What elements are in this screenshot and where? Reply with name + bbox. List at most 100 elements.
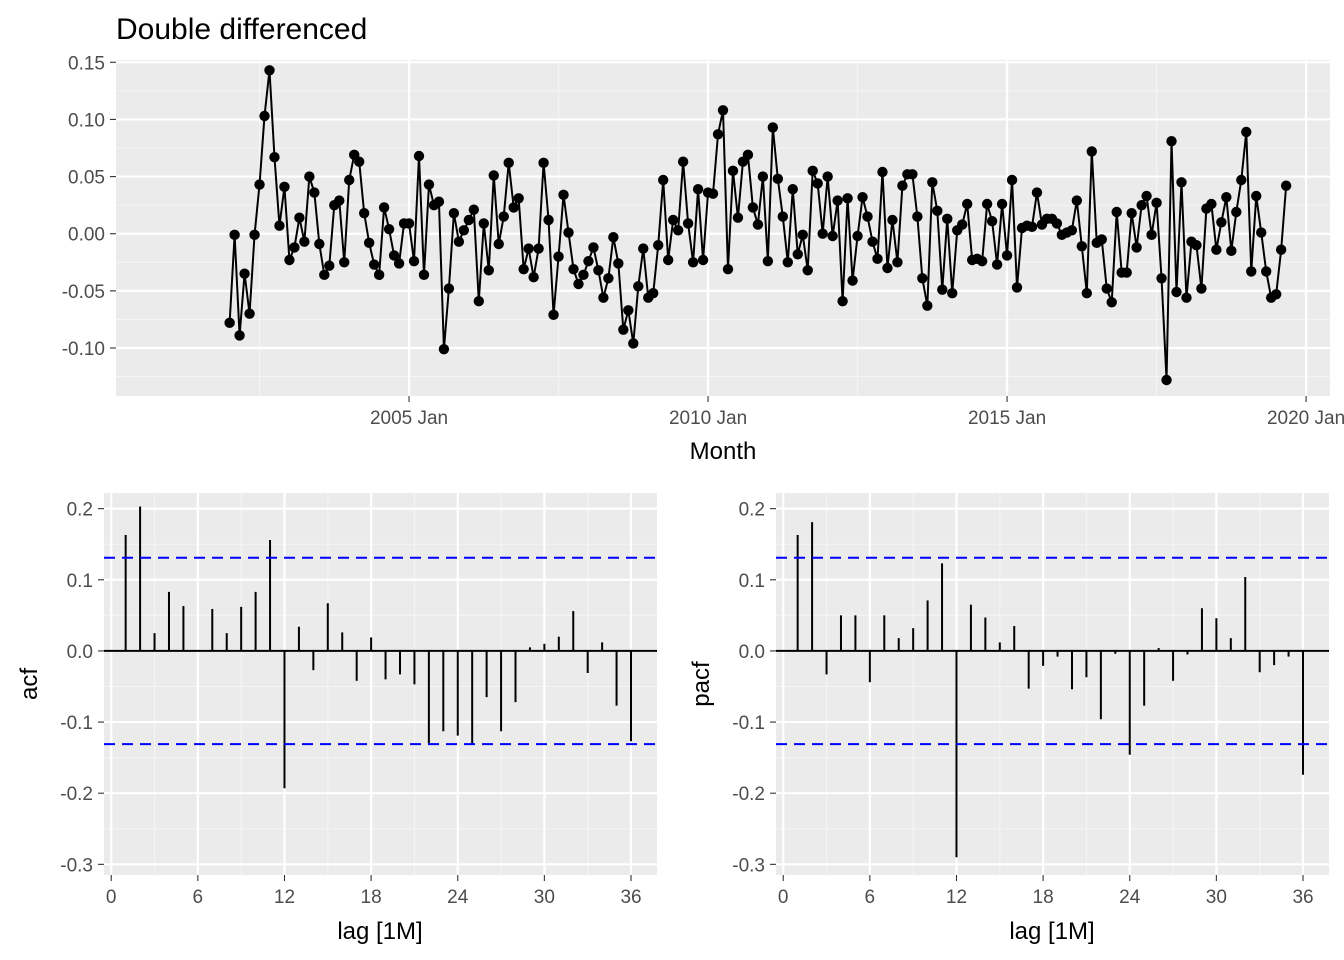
- data-point: [284, 254, 295, 266]
- y-tick-label: 0.1: [67, 571, 93, 592]
- data-point: [837, 295, 848, 307]
- data-point: [897, 180, 908, 191]
- data-point: [458, 225, 470, 236]
- pacf-confidence-bounds: [776, 556, 1329, 746]
- y-tick-label: 0.0: [739, 642, 765, 663]
- data-point: [1171, 286, 1182, 298]
- data-point: [827, 230, 838, 242]
- x-tick-label: 18: [361, 887, 382, 908]
- y-tick-label: 0.10: [68, 110, 105, 131]
- data-point: [269, 151, 280, 163]
- data-point: [717, 105, 729, 116]
- data-point: [538, 157, 549, 169]
- data-point: [239, 268, 250, 279]
- data-point: [264, 65, 275, 76]
- data-point: [378, 202, 390, 213]
- data-point: [478, 218, 489, 229]
- data-point: [633, 281, 644, 292]
- data-point: [598, 292, 609, 303]
- data-point: [1071, 195, 1083, 206]
- data-point: [662, 254, 674, 266]
- data-point: [957, 219, 968, 230]
- data-point: [991, 259, 1003, 270]
- data-point: [418, 269, 430, 281]
- pacf-y-axis: -0.3 -0.2 -0.1 0.0 0.1 0.2: [732, 500, 776, 876]
- data-point: [762, 255, 774, 267]
- data-point: [807, 165, 818, 177]
- data-point: [857, 191, 868, 203]
- data-point: [797, 229, 808, 241]
- data-point: [1131, 242, 1142, 253]
- data-point: [1146, 229, 1157, 241]
- data-point: [1051, 218, 1063, 229]
- data-point: [1231, 206, 1242, 218]
- data-point: [842, 193, 853, 204]
- data-point: [672, 225, 684, 236]
- data-point: [648, 287, 659, 299]
- x-tick-label: 24: [447, 887, 469, 908]
- data-point: [1270, 289, 1282, 300]
- data-point: [388, 250, 400, 261]
- data-point: [344, 174, 355, 186]
- data-point: [732, 212, 744, 223]
- data-point: [777, 211, 788, 222]
- y-tick-label: -0.3: [732, 855, 765, 876]
- data-point: [528, 271, 539, 283]
- data-point: [493, 238, 504, 250]
- data-point: [1246, 266, 1257, 277]
- data-point: [747, 202, 759, 213]
- data-point: [578, 269, 589, 281]
- data-point: [712, 129, 724, 140]
- y-tick-label: -0.1: [732, 713, 765, 734]
- data-point: [996, 198, 1008, 210]
- data-point: [299, 236, 310, 247]
- x-tick-label: 2005 Jan: [370, 408, 448, 429]
- y-tick-label: 0.15: [68, 53, 105, 74]
- data-point: [1241, 126, 1252, 138]
- acf-x-axis-title: lag [1M]: [337, 918, 422, 945]
- data-point: [1191, 239, 1202, 251]
- data-point: [334, 195, 345, 206]
- data-point: [503, 157, 514, 169]
- data-point: [1086, 146, 1097, 157]
- data-point: [658, 174, 669, 186]
- data-point: [927, 177, 938, 188]
- data-point: [976, 255, 988, 267]
- data-point: [413, 150, 425, 162]
- data-point: [822, 171, 833, 182]
- data-point: [279, 181, 290, 193]
- data-point: [887, 214, 898, 226]
- acf-y-axis-title: acf: [16, 668, 43, 700]
- data-point: [618, 324, 629, 335]
- x-tick-label: 18: [1033, 887, 1054, 908]
- x-tick-label: 2015 Jan: [968, 408, 1046, 429]
- acf-confidence-bounds: [104, 556, 657, 746]
- data-point: [892, 257, 903, 268]
- data-point: [962, 198, 973, 210]
- time-series-x-axis: 2005 Jan 2010 Jan 2015 Jan 2020 Jan: [370, 396, 1344, 429]
- data-point: [1066, 225, 1078, 236]
- data-point: [383, 223, 395, 235]
- data-point: [787, 183, 798, 195]
- data-point: [603, 273, 614, 284]
- data-point: [937, 284, 948, 295]
- data-point: [628, 338, 639, 349]
- data-point: [403, 218, 415, 229]
- data-point: [408, 255, 420, 267]
- y-tick-label: -0.1: [60, 713, 93, 734]
- data-point: [304, 171, 315, 182]
- x-tick-label: 2020 Jan: [1267, 408, 1344, 429]
- data-point: [319, 269, 330, 281]
- data-point: [1006, 174, 1018, 186]
- data-point: [229, 229, 240, 241]
- data-point: [358, 207, 370, 219]
- time-series-plot: Double differenced -0.10 -0.05 0.00 0.05 0.1…: [62, 13, 1344, 465]
- data-point: [653, 239, 664, 251]
- data-point: [852, 230, 863, 242]
- x-tick-label: 6: [865, 887, 876, 908]
- data-point: [707, 188, 719, 199]
- y-tick-label: -0.2: [60, 784, 93, 805]
- data-point: [1076, 241, 1088, 252]
- y-tick-label: -0.05: [62, 282, 105, 303]
- acf-plot: -0.3 -0.2 -0.1 0.0 0.1 0.2 0 6 12 18 24 30 36 lag […: [16, 493, 657, 945]
